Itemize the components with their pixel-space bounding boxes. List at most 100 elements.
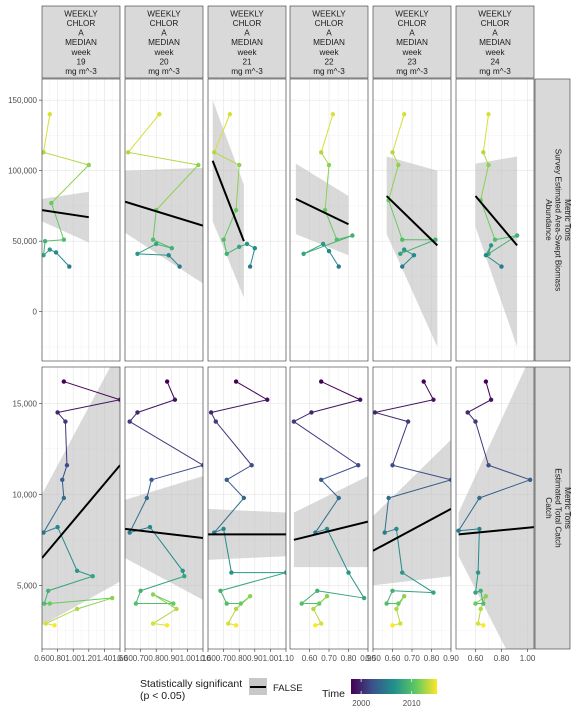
data-point — [301, 251, 306, 257]
path-segment — [485, 381, 492, 400]
data-point — [336, 495, 341, 501]
path-segment — [223, 239, 228, 254]
x-tick-label: 0.90 — [443, 654, 459, 663]
data-point — [396, 601, 401, 606]
column-strip-label: 22 — [324, 57, 334, 66]
data-point — [361, 595, 367, 601]
path-segment — [423, 381, 434, 400]
path-segment — [61, 465, 68, 480]
data-point — [55, 410, 60, 415]
path-segment — [477, 608, 482, 624]
data-point — [247, 594, 253, 599]
x-tick-label: 0.70 — [216, 654, 232, 663]
data-point — [233, 207, 239, 213]
x-tick-label: 0.60 — [117, 654, 133, 663]
x-tick-label: 0.80 — [494, 654, 510, 663]
data-point — [241, 495, 247, 501]
time-legend-title: Time — [322, 688, 345, 700]
column-strip-label: mg m^-3 — [479, 67, 511, 76]
y-tick-label: 15,000 — [13, 399, 38, 408]
panel-r1-c1: 0.60 0.70 0.80 0.90 1.00 1.10 — [117, 366, 211, 663]
y-tick-label: 5,000 — [17, 581, 38, 590]
column-strip-label: CHLOR — [315, 19, 344, 28]
data-point — [396, 162, 401, 168]
data-point — [478, 606, 483, 612]
time-legend-tick-label: 2000 — [352, 699, 370, 708]
data-point — [514, 233, 520, 238]
data-point — [265, 397, 270, 402]
column-strip-label: 19 — [76, 57, 86, 66]
data-point — [324, 526, 330, 532]
data-point — [483, 253, 489, 258]
x-tick-label: 0.60 — [34, 654, 50, 663]
panel-r1-c4: 0.50 0.60 0.70 0.80 0.90 — [365, 366, 459, 663]
column-strip-label: 23 — [407, 57, 417, 66]
data-point — [473, 590, 478, 595]
data-point — [42, 238, 48, 244]
data-point — [42, 253, 46, 258]
data-point — [527, 477, 533, 482]
data-point — [492, 237, 498, 242]
data-point — [42, 150, 46, 155]
data-point — [90, 574, 95, 579]
path-segment — [215, 421, 253, 466]
regression-line — [293, 520, 368, 541]
data-point — [52, 623, 57, 628]
column-strip-3 — [289, 5, 369, 79]
path-segment — [317, 590, 365, 599]
path-segment — [320, 479, 340, 499]
data-point — [237, 244, 242, 249]
data-point — [486, 112, 491, 117]
data-point — [309, 410, 314, 415]
x-tick-label: 1.00 — [520, 654, 536, 663]
regression-line — [211, 160, 245, 242]
column-strip-label: CHLOR — [233, 19, 262, 28]
x-tick-label: 0.70 — [321, 654, 337, 663]
path-segment — [324, 209, 338, 240]
panel-content — [295, 112, 355, 269]
data-point — [208, 410, 214, 415]
column-strip-label: mg m^-3 — [231, 67, 263, 76]
confidence-band — [386, 156, 438, 347]
path-segment — [467, 399, 492, 413]
column-strip-label: mg m^-3 — [396, 67, 428, 76]
confidence-band — [373, 439, 451, 586]
confidence-band — [295, 163, 349, 256]
row-strip-label: Estimated Total Catch — [554, 468, 563, 548]
row-strip-label: Metric Tons — [563, 199, 572, 241]
regression-line — [385, 195, 439, 247]
path-segment — [128, 151, 199, 166]
data-point — [224, 601, 229, 606]
row-strip-label: Abundance — [544, 199, 553, 241]
x-tick-label: 0.80 — [148, 654, 164, 663]
column-strip-label: WEEKLY — [312, 9, 346, 18]
panel-border — [41, 78, 121, 362]
x-tick-label: 0.60 — [385, 654, 401, 663]
path-segment — [320, 114, 334, 153]
data-point — [172, 397, 178, 402]
confidence-band — [42, 191, 89, 243]
path-segment — [227, 608, 237, 624]
path-segment — [61, 479, 65, 499]
data-point — [488, 243, 494, 248]
path-segment — [235, 381, 268, 401]
path-segment — [320, 381, 361, 401]
path-segment — [63, 381, 120, 401]
path-segment — [156, 243, 172, 249]
data-point — [315, 588, 320, 593]
data-point — [319, 477, 324, 482]
column-strip-label: 24 — [490, 57, 500, 66]
data-point — [247, 264, 253, 269]
data-point — [499, 264, 504, 269]
path-segment — [226, 246, 240, 255]
column-strip-label: week — [401, 48, 422, 57]
path-segment — [348, 572, 365, 599]
data-point — [67, 264, 72, 269]
confidence-band — [293, 476, 368, 568]
column-strip-label: A — [409, 29, 415, 38]
path-segment — [480, 200, 496, 240]
path-segment — [485, 254, 502, 267]
data-point — [74, 568, 80, 573]
column-strip-label: A — [161, 29, 167, 38]
path-segment — [45, 608, 78, 624]
